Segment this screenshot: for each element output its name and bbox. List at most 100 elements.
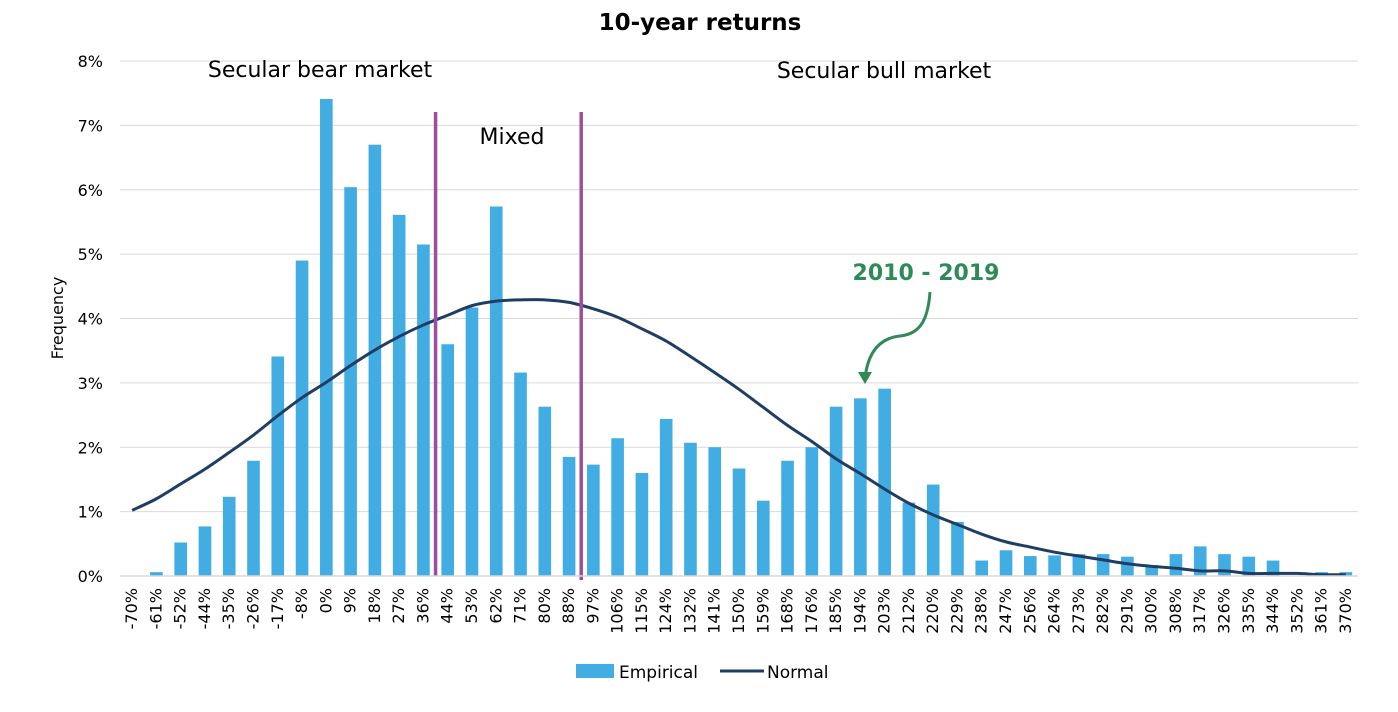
y-tick-label: 3% [78, 374, 103, 393]
y-axis-ticks: 0% 1% 2% 3% 4% 5% 6% 7% 8% [78, 52, 103, 586]
bar-empirical [926, 484, 940, 576]
x-tick-label: 256% [1020, 588, 1039, 634]
x-tick-label: 326% [1214, 588, 1233, 634]
bar-empirical [344, 187, 357, 577]
x-tick-label: 88% [559, 588, 578, 624]
bar-empirical [1072, 554, 1086, 576]
bar-empirical [392, 214, 406, 576]
x-tick-label: -8% [292, 588, 311, 619]
x-tick-label: 124% [656, 588, 675, 634]
x-tick-label: 115% [632, 588, 651, 634]
y-tick-label: 8% [78, 52, 103, 71]
bar-empirical [514, 372, 527, 576]
y-tick-label: 7% [78, 116, 103, 135]
legend-label-empirical: Empirical [619, 663, 698, 683]
label-mixed: Mixed [480, 125, 545, 150]
x-tick-label: -61% [146, 588, 165, 629]
bar-empirical [829, 406, 843, 576]
x-tick-label: 203% [875, 588, 894, 634]
bar-empirical [320, 98, 333, 576]
x-tick-label: 370% [1336, 588, 1355, 634]
x-tick-label: -17% [268, 588, 287, 629]
y-tick-label: 0% [78, 567, 103, 586]
normal-curve [131, 298, 1346, 577]
x-tick-label: 185% [826, 588, 845, 634]
bar-empirical [756, 500, 770, 576]
y-axis-label: Frequency [48, 277, 67, 360]
x-tick-label: 62% [486, 588, 505, 624]
bar-empirical [295, 260, 309, 576]
bar-empirical [222, 496, 236, 576]
x-tick-label: 168% [778, 588, 797, 634]
x-tick-label: 238% [972, 588, 991, 634]
bar-empirical [271, 356, 285, 576]
bar-empirical [1121, 556, 1134, 576]
x-tick-label: 247% [996, 588, 1015, 634]
x-tick-label: 194% [850, 588, 869, 634]
x-tick-label: 282% [1093, 588, 1112, 634]
x-tick-label: 44% [438, 588, 457, 624]
x-tick-label: 27% [389, 588, 408, 624]
x-tick-label: 361% [1312, 588, 1331, 634]
bar-empirical [1145, 565, 1158, 576]
x-tick-label: 71% [511, 588, 530, 624]
x-tick-label: 36% [413, 588, 432, 624]
legend-label-normal: Normal [767, 663, 829, 683]
x-tick-label: -44% [195, 588, 214, 629]
y-tick-label: 2% [78, 438, 103, 457]
bar-empirical [1193, 546, 1207, 576]
bar-empirical [247, 460, 260, 576]
bar-empirical [708, 447, 722, 576]
bar-empirical [489, 206, 503, 577]
bar-empirical [441, 344, 455, 576]
bar-empirical [538, 406, 552, 576]
legend: Empirical Normal [576, 663, 829, 683]
x-tick-label: 80% [535, 588, 554, 624]
x-tick-label: -52% [171, 588, 190, 629]
x-tick-label: -26% [244, 588, 263, 629]
bar-empirical [999, 550, 1013, 576]
x-tick-label: 291% [1117, 588, 1136, 634]
x-tick-label: 308% [1166, 588, 1185, 634]
x-axis-ticks: -70% -61% -52% -44% -35% -26% -17% -8% 0% 9% 18% 27… [122, 588, 1355, 634]
y-tick-label: 6% [78, 181, 103, 200]
bar-empirical [635, 473, 649, 576]
bar-empirical [198, 526, 212, 576]
x-tick-label: 0% [316, 588, 335, 613]
x-tick-label: 176% [802, 588, 821, 634]
x-tick-label: 229% [947, 588, 966, 634]
bar-empirical [562, 456, 576, 576]
x-tick-label: 53% [462, 588, 481, 624]
bar-empirical [854, 398, 867, 576]
x-tick-label: 220% [923, 588, 942, 634]
x-tick-label: 335% [1239, 588, 1258, 634]
bar-empirical [417, 244, 430, 576]
bar-empirical [1169, 554, 1183, 576]
y-tick-label: 5% [78, 245, 103, 264]
x-tick-label: 212% [899, 588, 918, 634]
x-tick-label: 352% [1287, 588, 1306, 634]
bar-empirical [368, 144, 382, 576]
x-tick-label: 132% [680, 588, 699, 634]
x-tick-label: 141% [705, 588, 724, 634]
callout-arrowhead [858, 372, 872, 384]
label-secular-bull: Secular bull market [777, 59, 992, 84]
x-tick-label: 264% [1045, 588, 1064, 634]
label-secular-bear: Secular bear market [208, 58, 433, 83]
bar-empirical [1048, 555, 1061, 576]
callout-arrow [863, 291, 932, 379]
bar-empirical [1023, 556, 1037, 576]
x-tick-label: 159% [753, 588, 772, 634]
bar-empirical [611, 438, 624, 576]
bar-empirical [805, 447, 819, 576]
bar-empirical [1096, 554, 1110, 576]
callout-2010-2019: 2010 - 2019 [853, 261, 1000, 286]
x-tick-label: 150% [729, 588, 748, 634]
bar-empirical [150, 572, 163, 576]
bar-empirical [587, 464, 600, 576]
x-tick-label: 273% [1069, 588, 1088, 634]
bar-empirical [878, 388, 891, 576]
bar-empirical [732, 468, 746, 576]
bar-empirical [465, 307, 479, 576]
